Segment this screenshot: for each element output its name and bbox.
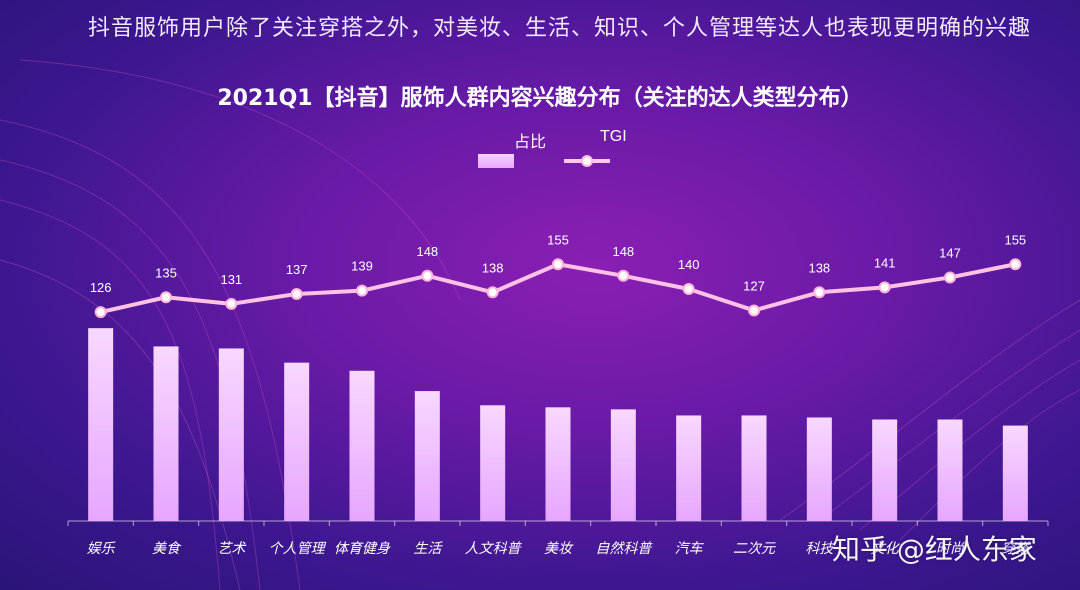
- bar-自然科普: [610, 409, 636, 521]
- x-tick-label: 汽车: [675, 541, 705, 557]
- tgi-data-label: 148: [416, 244, 438, 259]
- tgi-point: [813, 286, 826, 299]
- bar-美妆: [545, 407, 571, 521]
- legend-label-tgi: TGI: [600, 128, 627, 145]
- tgi-point: [486, 286, 499, 299]
- tgi-data-label: 155: [547, 232, 569, 247]
- tgi-point: [421, 269, 434, 282]
- tgi-data-label: 138: [808, 260, 830, 275]
- tgi-point: [682, 283, 695, 295]
- tgi-point: [617, 269, 630, 282]
- bar-汽车: [676, 415, 702, 521]
- bar-穿搭: [1002, 425, 1028, 521]
- x-tick-label: 娱乐: [87, 541, 116, 557]
- tgi-point: [552, 258, 564, 271]
- x-tick-label: 美食: [152, 541, 182, 557]
- x-tick-label: 自然科普: [595, 541, 653, 557]
- tgi-point: [944, 271, 956, 284]
- chart-legend: 占比 TGI: [470, 128, 690, 178]
- tgi-point: [356, 284, 368, 297]
- bar-艺术: [218, 348, 244, 521]
- x-tick-label: 美妆: [544, 541, 574, 557]
- tgi-point: [290, 287, 303, 300]
- legend-label-share: 占比: [514, 134, 547, 151]
- bar-人文科普: [480, 405, 506, 521]
- bar-科技: [806, 417, 832, 521]
- bar-体育健身: [349, 370, 375, 521]
- tgi-data-label: 127: [743, 278, 765, 293]
- bar-生活: [414, 391, 440, 521]
- bar-美食: [153, 346, 179, 521]
- legend-swatch-dot: [581, 155, 593, 167]
- tgi-data-label: 126: [90, 280, 112, 295]
- tgi-data-label: 148: [612, 244, 634, 259]
- tgi-point: [1009, 258, 1022, 271]
- x-tick-label: 二次元: [733, 541, 776, 557]
- tgi-point: [94, 306, 107, 319]
- tgi-data-label: 155: [1004, 232, 1026, 247]
- x-tick-label: 科技: [805, 541, 835, 557]
- x-tick-label: 文化: [871, 541, 901, 557]
- bar-文化: [872, 419, 898, 521]
- tgi-point: [748, 304, 760, 317]
- tgi-data-label: 135: [155, 265, 177, 280]
- x-tick-label: 穿搭: [1001, 541, 1031, 557]
- page-headline: 抖音服饰用户除了关注穿搭之外，对美妆、生活、知识、个人管理等达人也表现更明确的兴…: [88, 16, 1032, 41]
- tgi-data-label: 141: [874, 255, 896, 270]
- tgi-data-label: 140: [678, 257, 700, 272]
- bar-个人管理: [284, 362, 310, 521]
- bar-时尚: [937, 419, 963, 521]
- tgi-point: [225, 297, 238, 310]
- x-tick-label: 人文科普: [465, 541, 523, 557]
- legend-swatch-bar: [478, 154, 514, 168]
- tgi-data-label: 131: [220, 272, 242, 287]
- tgi-point: [160, 291, 172, 304]
- tgi-point: [878, 281, 891, 294]
- x-tick-label: 生活: [413, 541, 443, 557]
- tgi-data-label: 147: [939, 245, 961, 260]
- x-tick-label: 体育健身: [334, 541, 391, 557]
- x-tick-label: 艺术: [217, 541, 247, 557]
- chart-title: 2021Q1【抖音】服饰人群内容兴趣分布（关注的达人类型分布）: [217, 86, 863, 111]
- x-tick-label: 时尚: [936, 541, 966, 557]
- tgi-data-label: 137: [286, 262, 308, 277]
- bar-二次元: [741, 415, 767, 521]
- tgi-data-label: 138: [482, 260, 504, 275]
- x-tick-label: 个人管理: [269, 541, 327, 557]
- bar-娱乐: [88, 328, 114, 521]
- watermark: 知乎 @红人东家: [832, 533, 1037, 566]
- tgi-data-label: 139: [351, 259, 373, 274]
